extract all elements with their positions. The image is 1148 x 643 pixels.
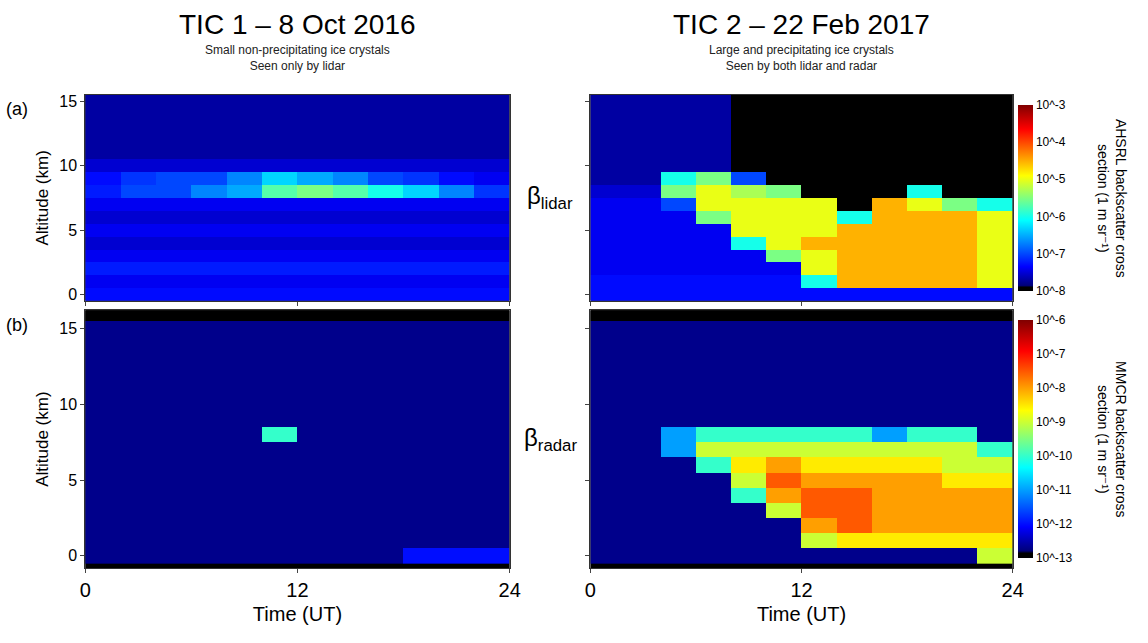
svg-text:Large and precipitating ice cr: Large and precipitating ice crystalsSeen… xyxy=(709,43,894,73)
svg-text:10^-7: 10^-7 xyxy=(1036,247,1066,261)
svg-text:10^-7: 10^-7 xyxy=(1036,347,1066,361)
svg-text:(b): (b) xyxy=(6,315,28,335)
svg-text:10^-4: 10^-4 xyxy=(1036,135,1066,149)
svg-text:10^-10: 10^-10 xyxy=(1036,449,1073,463)
svg-text:10^-6: 10^-6 xyxy=(1036,313,1066,327)
svg-text:24: 24 xyxy=(1002,579,1024,601)
svg-text:10^-12: 10^-12 xyxy=(1036,517,1073,531)
svg-text:β​radar​: β​radar​ xyxy=(524,424,577,455)
svg-text:0: 0 xyxy=(80,579,91,601)
svg-text:10^-11: 10^-11 xyxy=(1036,483,1072,497)
svg-text:10^-8: 10^-8 xyxy=(1036,284,1066,298)
svg-text:β​lidar​: β​lidar​ xyxy=(527,182,573,213)
svg-text:5: 5 xyxy=(68,222,77,239)
svg-text:10: 10 xyxy=(59,157,77,174)
svg-text:Time (UT): Time (UT) xyxy=(757,603,846,625)
svg-text:Time (UT): Time (UT) xyxy=(253,603,342,625)
svg-text:10^-3: 10^-3 xyxy=(1036,98,1066,112)
svg-text:10: 10 xyxy=(59,396,77,413)
svg-text:24: 24 xyxy=(499,579,521,601)
svg-text:10^-9: 10^-9 xyxy=(1036,415,1066,429)
svg-text:AHSRL backscatter crosssection: AHSRL backscatter crosssection (1 m sr⁻¹… xyxy=(1095,119,1129,278)
svg-text:12: 12 xyxy=(790,579,812,601)
svg-text:TIC 1 – 8 Oct 2016: TIC 1 – 8 Oct 2016 xyxy=(179,9,416,40)
svg-text:10^-8: 10^-8 xyxy=(1036,381,1066,395)
svg-text:MMCR backscatter crosssection: MMCR backscatter crosssection (1 m sr⁻¹) xyxy=(1095,361,1129,517)
svg-text:0: 0 xyxy=(585,579,596,601)
svg-text:Altitude (km): Altitude (km) xyxy=(33,391,52,486)
svg-text:15: 15 xyxy=(59,320,77,337)
svg-text:5: 5 xyxy=(68,472,77,489)
svg-text:15: 15 xyxy=(59,93,77,110)
svg-text:TIC 2 – 22 Feb 2017: TIC 2 – 22 Feb 2017 xyxy=(673,9,930,40)
svg-text:Altitude (km): Altitude (km) xyxy=(33,150,52,245)
svg-text:0: 0 xyxy=(68,547,77,564)
svg-text:Small non-precipitating ice cr: Small non-precipitating ice crystalsSeen… xyxy=(205,43,390,73)
svg-text:10^-6: 10^-6 xyxy=(1036,210,1066,224)
svg-text:10^-5: 10^-5 xyxy=(1036,172,1066,186)
svg-text:0: 0 xyxy=(68,286,77,303)
svg-text:(a): (a) xyxy=(6,99,28,119)
svg-text:12: 12 xyxy=(286,579,308,601)
svg-text:10^-13: 10^-13 xyxy=(1036,551,1073,565)
